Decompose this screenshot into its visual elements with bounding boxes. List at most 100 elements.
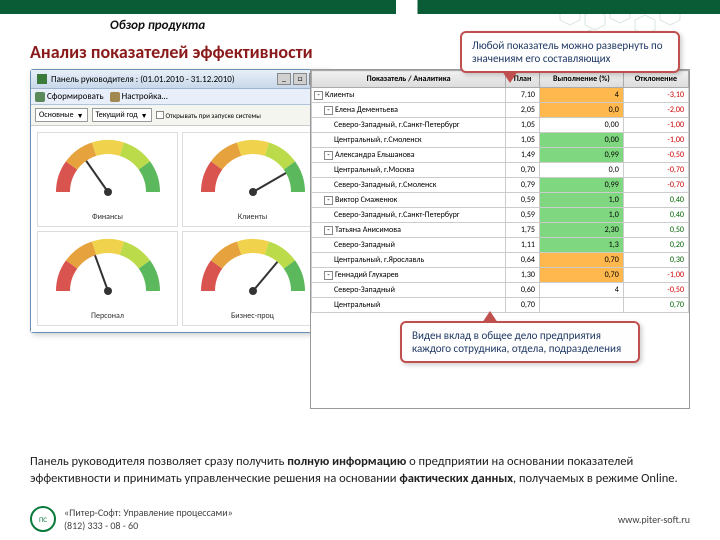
period-dropdown[interactable]: Текущий год▼ bbox=[92, 108, 152, 122]
plan-cell: 0,59 bbox=[506, 208, 540, 223]
table-header[interactable]: Показатель / Аналитика bbox=[312, 71, 506, 88]
table-row[interactable]: -Елена Дементьева2,050,0-2,00 bbox=[312, 103, 689, 118]
plan-cell: 1,05 bbox=[506, 118, 540, 133]
row-name: Северо-Западный, г.Санкт-Петербург bbox=[334, 210, 460, 220]
row-name: Центральный, г.Смоленск bbox=[334, 135, 422, 145]
plan-cell: 0,60 bbox=[506, 283, 540, 298]
dev-cell: -0,70 bbox=[623, 178, 688, 193]
kpi-table: Показатель / АналитикаПланВыполнение (%)… bbox=[311, 70, 689, 313]
exec-cell: 1,0 bbox=[539, 208, 623, 223]
expand-icon[interactable]: - bbox=[314, 91, 323, 100]
desc-part: Панель руководителя позволяет сразу полу… bbox=[30, 454, 287, 469]
footer-url: www.piter-soft.ru bbox=[618, 513, 690, 526]
row-name: Центральный, г.Ярославль bbox=[334, 255, 424, 265]
desc-bold: фактических данных bbox=[399, 471, 513, 486]
row-name: Александра Ельшанова bbox=[335, 150, 415, 160]
window-maximize-button[interactable]: □ bbox=[293, 73, 307, 85]
refresh-button[interactable]: Сформировать bbox=[35, 91, 104, 102]
gauge-label: Бизнес-проц bbox=[187, 311, 318, 321]
dashboard-window: Панель руководителя : (01.01.2010 - 31.1… bbox=[30, 69, 330, 333]
row-name: Геннадий Глухарев bbox=[335, 270, 399, 280]
table-row[interactable]: -Клиенты7,104-3,10 bbox=[312, 88, 689, 103]
table-row[interactable]: Центральный0,700,70 bbox=[312, 298, 689, 313]
table-header[interactable]: Отклонение bbox=[623, 71, 688, 88]
header-stripe bbox=[0, 0, 720, 14]
plan-cell: 1,05 bbox=[506, 133, 540, 148]
gauge-Бизнес-проц[interactable]: Бизнес-проц bbox=[182, 231, 323, 326]
table-row[interactable]: -Геннадий Глухарев1,300,70-1,00 bbox=[312, 268, 689, 283]
plan-cell: 1,75 bbox=[506, 223, 540, 238]
exec-cell: 4 bbox=[539, 88, 623, 103]
toolbar: Сформировать Настройка… bbox=[31, 89, 329, 105]
play-icon bbox=[35, 92, 45, 102]
table-row[interactable]: Центральный, г.Смоленск1,050,00-1,00 bbox=[312, 133, 689, 148]
gauge-label: Клиенты bbox=[187, 212, 318, 222]
plan-cell: 1,11 bbox=[506, 238, 540, 253]
checkbox-label: Открывать при запуске системы bbox=[166, 111, 261, 120]
exec-cell: 0,99 bbox=[539, 178, 623, 193]
desc-bold: полную информацию bbox=[287, 454, 406, 469]
expand-icon[interactable]: - bbox=[324, 196, 333, 205]
exec-cell: 1,0 bbox=[539, 193, 623, 208]
plan-cell: 0,64 bbox=[506, 253, 540, 268]
main-filter-label: Основные bbox=[39, 110, 74, 120]
dev-cell: 0,40 bbox=[623, 208, 688, 223]
table-row[interactable]: Северо-Западный, г.Санкт-Петербург 0,591,… bbox=[312, 208, 689, 223]
expand-icon[interactable]: - bbox=[324, 226, 333, 235]
table-row[interactable]: -Виктор Смаженюк0,591,00,40 bbox=[312, 193, 689, 208]
plan-cell: 0,70 bbox=[506, 163, 540, 178]
plan-cell: 0,59 bbox=[506, 193, 540, 208]
window-minimize-button[interactable]: _ bbox=[277, 73, 291, 85]
dev-cell: 0,40 bbox=[623, 193, 688, 208]
table-row[interactable]: Северо-Западный1,111,30,20 bbox=[312, 238, 689, 253]
exec-cell: 0,0 bbox=[539, 163, 623, 178]
dev-cell: 0,30 bbox=[623, 253, 688, 268]
table-row[interactable]: Северо-Западный0,604-0,50 bbox=[312, 283, 689, 298]
table-header[interactable]: Выполнение (%) bbox=[539, 71, 623, 88]
refresh-label: Сформировать bbox=[47, 91, 104, 102]
expand-icon[interactable]: - bbox=[324, 151, 333, 160]
table-row[interactable]: Северо-Западный, г.Смоленск0,790,99-0,70 bbox=[312, 178, 689, 193]
settings-button[interactable]: Настройка… bbox=[110, 91, 168, 102]
footer: ПС «Питер-Софт: Управление процессами» (… bbox=[30, 506, 690, 532]
callout-bottom: Виден вклад в общее дело предприятия каж… bbox=[400, 321, 640, 363]
window-app-icon bbox=[37, 74, 47, 84]
window-titlebar[interactable]: Панель руководителя : (01.01.2010 - 31.1… bbox=[31, 70, 329, 89]
expand-icon[interactable]: - bbox=[324, 106, 333, 115]
callout-top: Любой показатель можно развернуть по зна… bbox=[460, 31, 680, 73]
exec-cell: 2,30 bbox=[539, 223, 623, 238]
dev-cell: 0,20 bbox=[623, 238, 688, 253]
content-area: Любой показатель можно развернуть по зна… bbox=[0, 69, 720, 429]
row-name: Северо-Западный, г.Смоленск bbox=[334, 180, 436, 190]
exec-cell: 0,0 bbox=[539, 103, 623, 118]
exec-cell: 0,70 bbox=[539, 268, 623, 283]
row-name: Елена Дементьева bbox=[335, 105, 398, 115]
table-row[interactable]: -Татьяна Анисимова1,752,300,50 bbox=[312, 223, 689, 238]
row-name: Татьяна Анисимова bbox=[335, 225, 401, 235]
row-name: Северо-Западный bbox=[334, 285, 395, 295]
row-name: Центральный bbox=[334, 300, 380, 310]
gear-icon bbox=[110, 92, 120, 102]
gauge-Клиенты[interactable]: Клиенты bbox=[182, 132, 323, 227]
gauge-Персонал[interactable]: Персонал bbox=[37, 231, 178, 326]
table-row[interactable]: Центральный, г.Москва0,700,0-0,70 bbox=[312, 163, 689, 178]
gauge-grid: Финансы Клиенты Персонал Бизнес-проц bbox=[31, 126, 329, 332]
chevron-down-icon: ▼ bbox=[141, 111, 148, 120]
desc-part: , получаемых в режиме Online. bbox=[513, 471, 678, 486]
startup-checkbox[interactable]: Открывать при запуске системы bbox=[156, 108, 325, 122]
window-title-text: Панель руководителя : (01.01.2010 - 31.1… bbox=[51, 74, 277, 85]
exec-cell: 1,3 bbox=[539, 238, 623, 253]
plan-cell: 2,05 bbox=[506, 103, 540, 118]
filter-bar: Основные▼ Текущий год▼ Открывать при зап… bbox=[31, 105, 329, 126]
main-filter-dropdown[interactable]: Основные▼ bbox=[35, 108, 88, 122]
gauge-Финансы[interactable]: Финансы bbox=[37, 132, 178, 227]
dev-cell: -0,50 bbox=[623, 148, 688, 163]
exec-cell: 0,00 bbox=[539, 118, 623, 133]
table-row[interactable]: -Александра Ельшанова1,490,99-0,50 bbox=[312, 148, 689, 163]
footer-product: «Питер-Софт: Управление процессами» bbox=[64, 506, 233, 519]
expand-icon[interactable]: - bbox=[324, 271, 333, 280]
table-row[interactable]: Центральный, г.Ярославль0,640,700,30 bbox=[312, 253, 689, 268]
exec-cell: 0,99 bbox=[539, 148, 623, 163]
table-row[interactable]: Северо-Западный, г.Санкт-Петербург1,050,… bbox=[312, 118, 689, 133]
dev-cell: -0,70 bbox=[623, 163, 688, 178]
